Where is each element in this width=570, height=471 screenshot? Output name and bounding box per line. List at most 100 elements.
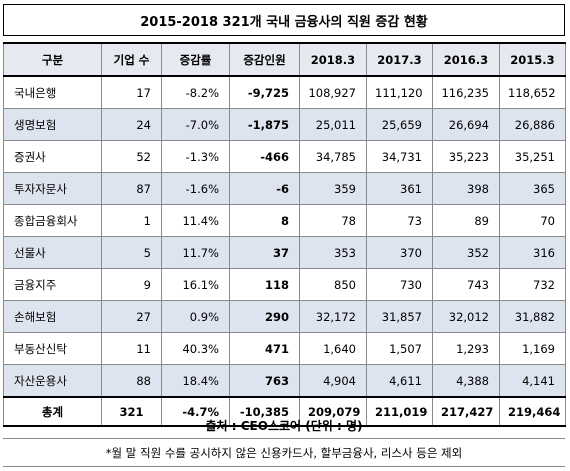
company-count-cell: 17 xyxy=(101,75,162,109)
table-row: 자산운용사 88 18.4% 763 4,904 4,611 4,388 4,141 xyxy=(3,364,566,398)
year-value-cell: 118,652 xyxy=(499,75,566,109)
rate-cell: 16.1% xyxy=(161,268,230,301)
change-cell: 118 xyxy=(229,268,300,301)
year-value-cell: 4,904 xyxy=(299,364,367,398)
staff-change-table: 구분 기업 수 증감률 증감인원 2018.3 2017.3 2016.3 20… xyxy=(3,42,566,427)
column-header: 기업 수 xyxy=(101,42,162,77)
table-title: 2015-2018 321개 국내 금융사의 직원 증감 현황 xyxy=(3,4,565,36)
category-cell: 선물사 xyxy=(3,236,102,269)
year-value-cell: 78 xyxy=(299,204,367,237)
year-value-cell: 111,120 xyxy=(366,75,433,109)
year-value-cell: 370 xyxy=(366,236,433,269)
year-value-cell: 70 xyxy=(499,204,566,237)
year-value-cell: 108,927 xyxy=(299,75,367,109)
year-value-cell: 34,785 xyxy=(299,140,367,173)
company-count-cell: 27 xyxy=(101,300,162,333)
rate-cell: -7.0% xyxy=(161,108,230,141)
year-value-cell: 359 xyxy=(299,172,367,205)
table-row: 금융지주 9 16.1% 118 850 730 743 732 xyxy=(3,268,566,301)
year-value-cell: 31,882 xyxy=(499,300,566,333)
table-row: 손해보험 27 0.9% 290 32,172 31,857 32,012 31,882 xyxy=(3,300,566,333)
company-count-cell: 88 xyxy=(101,364,162,398)
rate-cell: -1.3% xyxy=(161,140,230,173)
table-row: 국내은행 17 -8.2% -9,725 108,927 111,120 116,235 11… xyxy=(3,75,566,109)
company-count-cell: 1 xyxy=(101,204,162,237)
year-value-cell: 4,388 xyxy=(432,364,500,398)
company-count-cell: 5 xyxy=(101,236,162,269)
year-value-cell: 353 xyxy=(299,236,367,269)
category-cell: 국내은행 xyxy=(3,75,102,109)
year-value-cell: 35,223 xyxy=(432,140,500,173)
year-value-cell: 732 xyxy=(499,268,566,301)
year-value-cell: 361 xyxy=(366,172,433,205)
table-row: 부동산신탁 11 40.3% 471 1,640 1,507 1,293 1,169 xyxy=(3,332,566,365)
year-value-cell: 31,857 xyxy=(366,300,433,333)
rate-cell: -8.2% xyxy=(161,75,230,109)
change-cell: -466 xyxy=(229,140,300,173)
year-value-cell: 1,507 xyxy=(366,332,433,365)
year-value-cell: 89 xyxy=(432,204,500,237)
rate-cell: 0.9% xyxy=(161,300,230,333)
change-cell: 290 xyxy=(229,300,300,333)
column-header: 구분 xyxy=(3,42,102,77)
source-note: 출처 : CEO스코어 (단위 : 명) xyxy=(3,412,565,439)
company-count-cell: 9 xyxy=(101,268,162,301)
year-value-cell: 25,659 xyxy=(366,108,433,141)
year-value-cell: 316 xyxy=(499,236,566,269)
column-header: 2016.3 xyxy=(432,42,500,77)
exclusion-note: *월 말 직원 수를 공시하지 않은 신용카드사, 할부금융사, 리스사 등은 … xyxy=(3,440,565,467)
year-value-cell: 365 xyxy=(499,172,566,205)
change-cell: 763 xyxy=(229,364,300,398)
category-cell: 종합금융회사 xyxy=(3,204,102,237)
company-count-cell: 24 xyxy=(101,108,162,141)
company-count-cell: 87 xyxy=(101,172,162,205)
column-header: 증감인원 xyxy=(229,42,300,77)
category-cell: 투자자문사 xyxy=(3,172,102,205)
change-cell: 8 xyxy=(229,204,300,237)
company-count-cell: 11 xyxy=(101,332,162,365)
table-row: 증권사 52 -1.3% -466 34,785 34,731 35,223 35,251 xyxy=(3,140,566,173)
column-header: 2015.3 xyxy=(499,42,566,77)
rate-cell: 11.7% xyxy=(161,236,230,269)
table-row: 투자자문사 87 -1.6% -6 359 361 398 365 xyxy=(3,172,566,205)
change-cell: 471 xyxy=(229,332,300,365)
table-row: 종합금융회사 1 11.4% 8 78 73 89 70 xyxy=(3,204,566,237)
year-value-cell: 32,012 xyxy=(432,300,500,333)
category-cell: 증권사 xyxy=(3,140,102,173)
year-value-cell: 4,141 xyxy=(499,364,566,398)
rate-cell: 18.4% xyxy=(161,364,230,398)
change-cell: -1,875 xyxy=(229,108,300,141)
year-value-cell: 1,169 xyxy=(499,332,566,365)
year-value-cell: 26,694 xyxy=(432,108,500,141)
year-value-cell: 34,731 xyxy=(366,140,433,173)
table-header-row: 구분 기업 수 증감률 증감인원 2018.3 2017.3 2016.3 20… xyxy=(3,42,566,77)
year-value-cell: 25,011 xyxy=(299,108,367,141)
company-count-cell: 52 xyxy=(101,140,162,173)
category-cell: 총계 xyxy=(3,396,102,427)
change-cell: 37 xyxy=(229,236,300,269)
company-count-cell: 321 xyxy=(101,396,162,427)
year-value-cell: 116,235 xyxy=(432,75,500,109)
year-value-cell: 352 xyxy=(432,236,500,269)
year-value-cell: 73 xyxy=(366,204,433,237)
year-value-cell: 850 xyxy=(299,268,367,301)
column-header: 증감률 xyxy=(161,42,230,77)
category-cell: 손해보험 xyxy=(3,300,102,333)
rate-cell: 11.4% xyxy=(161,204,230,237)
year-value-cell: 26,886 xyxy=(499,108,566,141)
rate-cell: -1.6% xyxy=(161,172,230,205)
year-value-cell: 219,464 xyxy=(499,396,566,427)
year-value-cell: 32,172 xyxy=(299,300,367,333)
category-cell: 금융지주 xyxy=(3,268,102,301)
year-value-cell: 1,640 xyxy=(299,332,367,365)
category-cell: 생명보험 xyxy=(3,108,102,141)
change-cell: -10,385 xyxy=(229,396,300,427)
table-row: 생명보험 24 -7.0% -1,875 25,011 25,659 26,694 26,88… xyxy=(3,108,566,141)
year-value-cell: 730 xyxy=(366,268,433,301)
rate-cell: 40.3% xyxy=(161,332,230,365)
change-cell: -6 xyxy=(229,172,300,205)
year-value-cell: 35,251 xyxy=(499,140,566,173)
table-row: 선물사 5 11.7% 37 353 370 352 316 xyxy=(3,236,566,269)
category-cell: 자산운용사 xyxy=(3,364,102,398)
